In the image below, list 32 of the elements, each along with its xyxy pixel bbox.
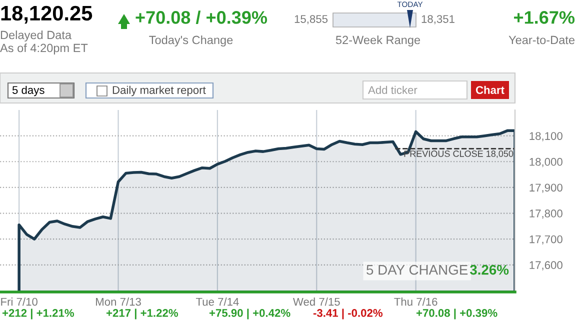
y-tick-label: 18,100 (530, 132, 562, 142)
y-tick-label: 17,700 (530, 235, 562, 245)
text: +217 | +1.22% (106, 308, 178, 320)
y-tick-label: 17,900 (530, 184, 562, 193)
text: -3.41 | -0.02% (313, 308, 383, 320)
chart-title: 18,120.25 (1, 6, 92, 24)
annotation: 3.26% (470, 264, 509, 275)
text: +75.90 | +0.42% (209, 308, 290, 320)
text: +212 | +1.21% (2, 308, 74, 320)
x-tick-label: Wed 7/15 (293, 298, 340, 306)
text: +70.08 / +0.39% (136, 10, 268, 24)
text: 5 days (12, 86, 44, 96)
text: Delayed Data (0, 30, 72, 42)
text: Add ticker (368, 86, 418, 94)
text: Chart (476, 86, 504, 94)
text: 18,351 (422, 15, 454, 24)
y-tick-label: 17,800 (530, 210, 562, 219)
y-tick-label: 17,600 (530, 261, 562, 270)
text: 52-Week Range (336, 36, 420, 46)
text: Daily market report (112, 86, 206, 96)
text: Year-to-Date (508, 36, 574, 44)
y-tick-label: 18,000 (530, 158, 562, 168)
text: As of 4:20pm ET (0, 44, 88, 54)
text: +70.08 | +0.39% (416, 308, 498, 320)
text: 15,855 (294, 15, 328, 24)
text: Today's Change (149, 36, 233, 46)
annotation: 5 DAY CHANGE (366, 264, 468, 275)
x-tick-label: Thu 7/16 (394, 298, 438, 306)
x-tick-label: Tue 7/14 (196, 298, 239, 306)
x-tick-label: Fri 7/10 (1, 298, 38, 306)
x-tick-label: Mon 7/13 (96, 298, 141, 306)
text: +1.67% (514, 11, 575, 24)
